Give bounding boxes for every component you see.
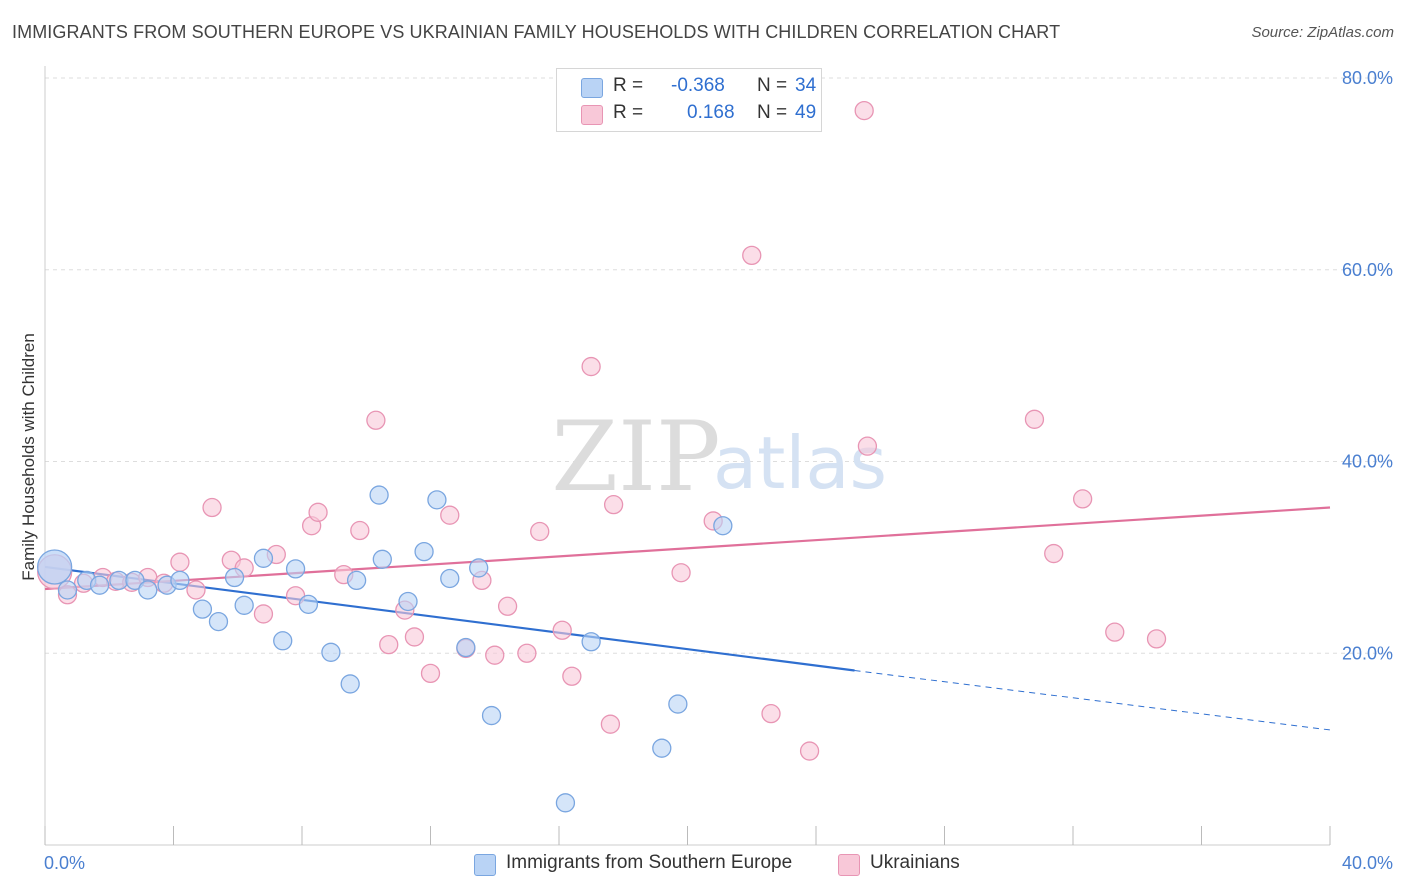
point-southern-europe [668, 694, 688, 714]
chart-title: IMMIGRANTS FROM SOUTHERN EUROPE VS UKRAI… [12, 22, 1061, 42]
point-ukrainians [497, 596, 518, 616]
point-southern-europe [192, 599, 213, 619]
x-tick-label: 0.0% [44, 853, 85, 873]
point-ukrainians [799, 741, 820, 761]
point-southern-europe [414, 541, 434, 562]
point-southern-europe [125, 570, 145, 591]
point-ukrainians [308, 502, 328, 522]
point-southern-europe [208, 611, 229, 632]
point-ukrainians [404, 627, 425, 647]
point-ukrainians [440, 505, 460, 525]
point-southern-europe [713, 516, 733, 536]
legend-swatch-pink [581, 105, 603, 125]
point-southern-europe [89, 575, 110, 595]
point-ukrainians [186, 580, 206, 600]
watermark-zip: ZIP [551, 401, 720, 513]
trend-line-ukrainians [44, 506, 1331, 591]
point-southern-europe [340, 674, 360, 694]
legend-r-label: R = [613, 102, 644, 123]
legend-r-value-pink: 0.168 [687, 102, 735, 123]
point-ukrainians [420, 663, 441, 684]
point-ukrainians [552, 620, 572, 640]
legend-r-label: R = [613, 75, 644, 96]
point-southern-europe [469, 558, 489, 578]
point-southern-europe [369, 485, 389, 505]
axes [44, 66, 1331, 846]
point-southern-europe [36, 549, 73, 585]
point-ukrainians [379, 634, 399, 655]
point-southern-europe [372, 549, 392, 569]
legend-n-label: N = [757, 102, 788, 123]
point-ukrainians [857, 436, 878, 456]
point-ukrainians [1105, 622, 1125, 642]
point-ukrainians [581, 356, 601, 377]
point-ukrainians [761, 704, 781, 724]
y-tick-label: 40.0% [1342, 452, 1393, 472]
point-southern-europe [581, 632, 601, 652]
point-southern-europe [440, 568, 460, 589]
point-southern-europe [481, 705, 502, 726]
point-southern-europe [285, 559, 306, 579]
y-tick-label: 20.0% [1342, 643, 1393, 663]
point-southern-europe [138, 580, 158, 600]
y-axis-title: Family Households with Children [19, 333, 38, 581]
point-southern-europe [427, 490, 447, 510]
point-southern-europe [456, 637, 476, 658]
legend-n-label: N = [757, 75, 788, 96]
point-ukrainians [366, 410, 386, 430]
legend-n-value-pink: 49 [795, 102, 817, 123]
point-southern-europe [109, 570, 129, 591]
point-ukrainians [253, 604, 274, 624]
watermark-atlas: atlas [713, 421, 887, 505]
point-ukrainians [530, 521, 550, 542]
point-ukrainians [1072, 489, 1093, 509]
legend-n-value-blue: 34 [795, 75, 817, 96]
point-southern-europe [224, 567, 245, 588]
series-name-blue: Immigrants from Southern Europe [506, 852, 793, 873]
point-ukrainians [671, 563, 691, 583]
correlation-legend: R = -0.368 N = 34 R = 0.168 N = 49 [556, 68, 822, 132]
point-ukrainians [1044, 543, 1064, 564]
point-ukrainians [170, 552, 190, 572]
trend-lines [44, 506, 1331, 731]
point-southern-europe [298, 594, 319, 615]
point-ukrainians [517, 643, 537, 663]
series-swatch-pink [838, 854, 860, 876]
source-label: Source: ZipAtlas.com [1251, 24, 1394, 41]
point-southern-europe [398, 591, 418, 612]
data-points [36, 100, 1167, 813]
point-ukrainians [485, 645, 505, 665]
point-ukrainians [742, 245, 762, 266]
y-tick-label: 80.0% [1342, 68, 1393, 88]
point-southern-europe [346, 570, 367, 591]
point-southern-europe [321, 642, 341, 662]
legend-r-value-blue: -0.368 [671, 75, 725, 96]
x-tick-label: 40.0% [1342, 853, 1393, 873]
point-southern-europe [273, 631, 293, 651]
point-ukrainians [350, 520, 370, 541]
y-tick-label: 60.0% [1342, 260, 1393, 280]
legend-swatch-blue [581, 78, 603, 98]
point-southern-europe [170, 570, 190, 591]
point-southern-europe [652, 738, 672, 758]
point-southern-europe [253, 548, 274, 568]
point-ukrainians [854, 100, 874, 121]
series-swatch-blue [474, 854, 496, 876]
point-ukrainians [603, 494, 624, 515]
series-name-pink: Ukrainians [870, 852, 960, 873]
tick-labels: 20.0% 40.0% 60.0% 80.0% 0.0% 40.0% [44, 68, 1393, 873]
point-southern-europe [57, 580, 78, 600]
point-ukrainians [1146, 629, 1167, 649]
point-southern-europe [234, 595, 254, 615]
point-ukrainians [202, 497, 222, 518]
point-ukrainians [562, 666, 582, 686]
trend-line-southern-europe-extension [854, 670, 1331, 731]
point-ukrainians [1024, 409, 1045, 429]
point-ukrainians [600, 714, 621, 734]
point-southern-europe [555, 793, 576, 813]
